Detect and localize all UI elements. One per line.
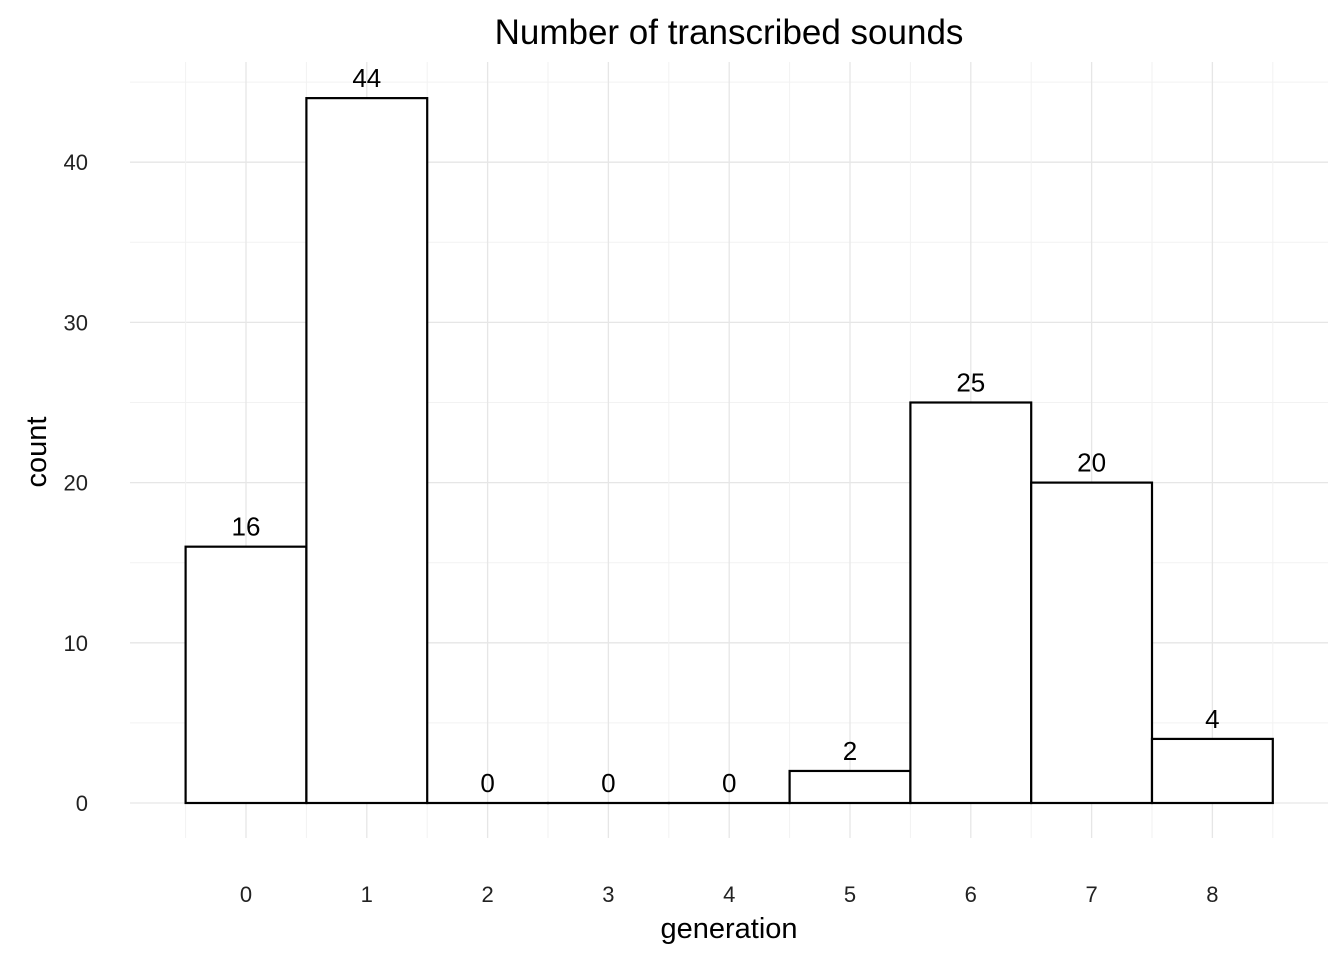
x-tick-label: 7 [1085, 882, 1097, 907]
x-axis-title: generation [660, 913, 797, 945]
data-label-generation-2: 0 [480, 768, 494, 798]
data-label-generation-4: 0 [722, 768, 736, 798]
bar-generation-7 [1030, 481, 1154, 805]
x-tick-label: 0 [240, 882, 252, 907]
x-tick-label: 1 [361, 882, 373, 907]
y-tick-label: 40 [64, 150, 88, 175]
x-tick-labels: 0 1 2 3 4 5 6 7 8 [240, 882, 1219, 907]
bar-generation-6 [909, 401, 1033, 805]
bars [184, 97, 1274, 805]
data-label-generation-1: 44 [352, 63, 381, 93]
y-tick-label: 10 [64, 631, 88, 656]
y-tick-label: 30 [64, 310, 88, 335]
bar-generation-5 [788, 769, 912, 805]
x-tick-label: 6 [965, 882, 977, 907]
x-tick-label: 2 [481, 882, 493, 907]
bar-generation-0 [184, 545, 308, 805]
y-tick-labels: 0 10 20 30 40 [64, 150, 88, 816]
data-label-generation-8: 4 [1205, 704, 1219, 734]
bar-generation-1 [305, 97, 429, 805]
x-tick-label: 3 [602, 882, 614, 907]
x-tick-label: 4 [723, 882, 735, 907]
data-label-generation-6: 25 [956, 368, 985, 398]
y-tick-label: 20 [64, 471, 88, 496]
y-axis-title: count [21, 417, 53, 488]
x-tick-label: 8 [1206, 882, 1218, 907]
y-tick-label: 0 [76, 791, 88, 816]
data-label-generation-3: 0 [601, 768, 615, 798]
data-label-generation-7: 20 [1077, 448, 1106, 478]
data-label-generation-5: 2 [843, 736, 857, 766]
bar-generation-8 [1150, 737, 1274, 805]
chart-title: Number of transcribed sounds [495, 13, 964, 52]
data-labels: 16 44 0 0 0 2 25 20 4 [232, 63, 1220, 798]
data-label-generation-0: 16 [232, 512, 261, 542]
x-tick-label: 5 [844, 882, 856, 907]
